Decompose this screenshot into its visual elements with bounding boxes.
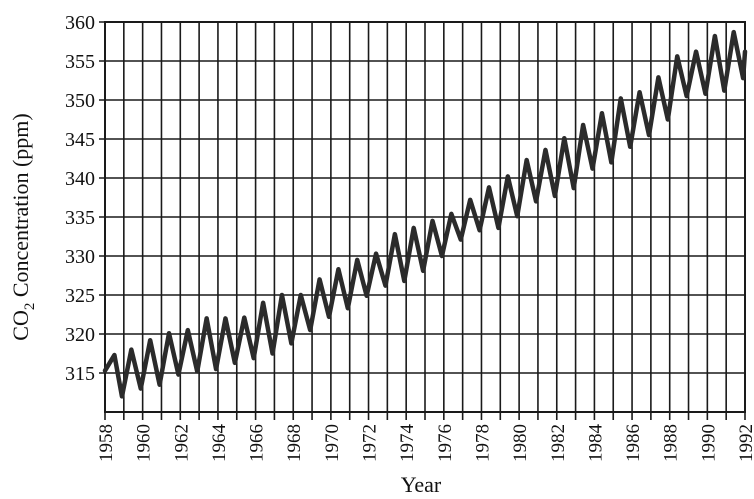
y-tick-label-345: 345 (65, 129, 95, 151)
x-tick-label-1982: 1982 (548, 424, 569, 462)
y-tick-label-350: 350 (65, 90, 95, 112)
x-tick-label-1974: 1974 (397, 424, 418, 463)
vertical-gridlines (104, 22, 746, 420)
x-tick-label-1976: 1976 (435, 424, 456, 462)
x-tick-label-1980: 1980 (510, 424, 531, 462)
y-tick-label-340: 340 (65, 168, 95, 190)
x-tick-label-1986: 1986 (623, 424, 644, 462)
y-tick-label-320: 320 (65, 324, 95, 346)
horizontal-gridlines (99, 21, 745, 374)
x-tick-label-1988: 1988 (661, 424, 682, 462)
x-tick-label-1978: 1978 (472, 424, 493, 462)
x-tick-label-1992: 1992 (736, 424, 754, 462)
y-axis-title-rest: Concentration (ppm) (8, 113, 33, 302)
y-tick-label-360: 360 (65, 12, 95, 34)
y-axis-title-subscript: 2 (22, 303, 38, 311)
plot-frame (104, 21, 746, 413)
x-axis-title: Year (401, 472, 442, 497)
x-axis-tick-labels: 1958 1960 1962 1964 1966 1968 1970 1972 1974 1976… (96, 424, 754, 463)
y-tick-label-335: 335 (65, 207, 95, 229)
x-tick-label-1984: 1984 (585, 424, 606, 463)
x-tick-label-1966: 1966 (247, 424, 268, 462)
y-axis-tick-labels: 315 320 325 330 335 340 345 350 355 360 (65, 12, 95, 385)
y-tick-label-330: 330 (65, 246, 95, 268)
x-tick-label-1960: 1960 (134, 424, 155, 462)
x-tick-label-1968: 1968 (284, 424, 305, 462)
y-axis-title-main: CO (8, 310, 33, 341)
x-tick-label-1964: 1964 (209, 424, 230, 463)
y-tick-label-355: 355 (65, 51, 95, 73)
y-axis-title: CO2 Concentration (ppm) (8, 113, 38, 340)
x-tick-label-1962: 1962 (171, 424, 192, 462)
x-tick-label-1972: 1972 (360, 424, 381, 462)
y-tick-label-315: 315 (65, 363, 95, 385)
y-tick-label-325: 325 (65, 285, 95, 307)
x-tick-label-1990: 1990 (698, 424, 719, 462)
x-tick-label-1958: 1958 (96, 424, 117, 462)
co2-series-line (102, 29, 748, 399)
x-tick-label-1970: 1970 (322, 424, 343, 462)
